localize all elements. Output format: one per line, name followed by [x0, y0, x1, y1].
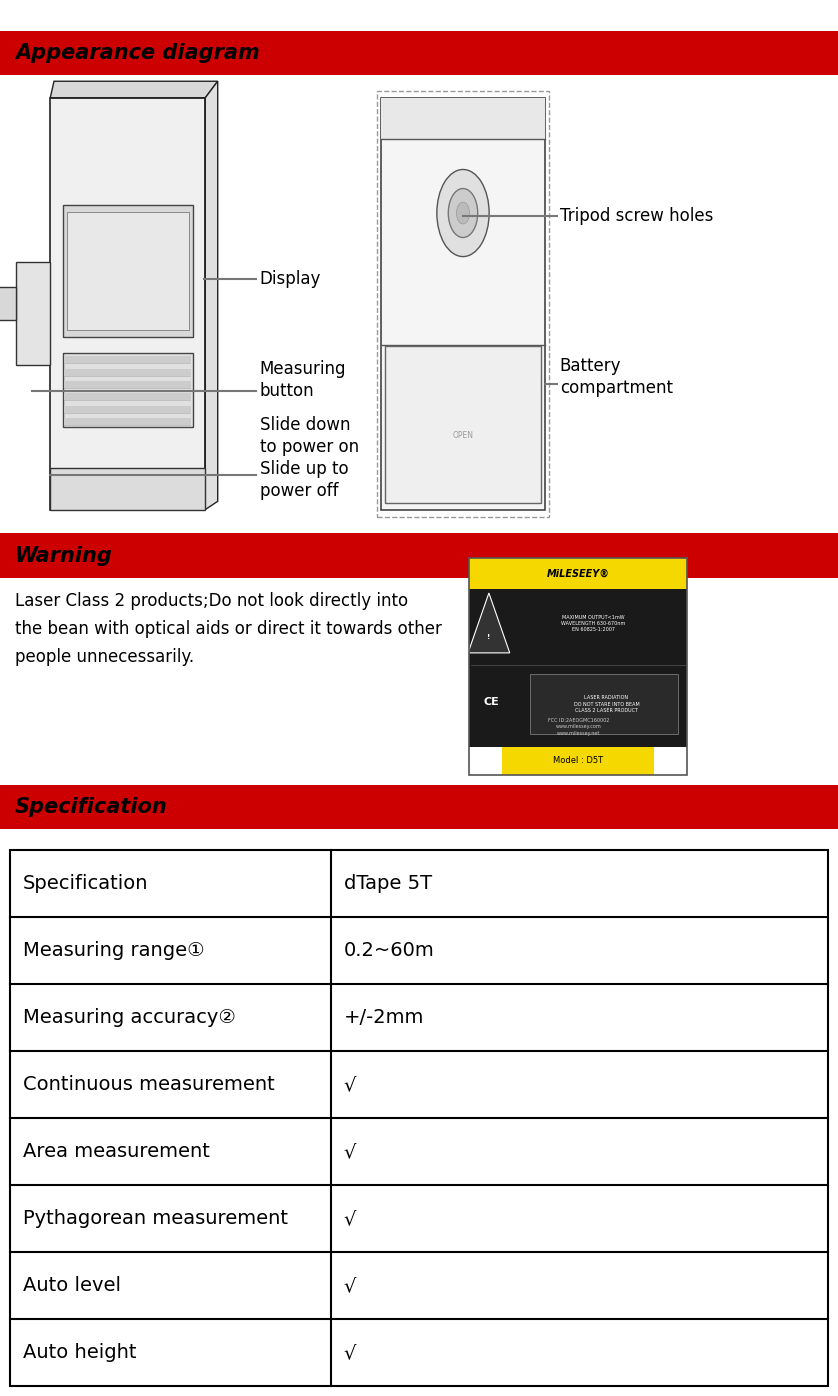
Bar	[65, 356, 191, 363]
Text: Slide down
to power on
Slide up to
power off: Slide down to power on Slide up to power…	[260, 416, 359, 500]
FancyBboxPatch shape	[502, 747, 654, 775]
Text: Measuring
button: Measuring button	[260, 360, 346, 399]
Bar	[469, 558, 687, 775]
Bar	[50, 469, 205, 510]
Text: Battery
compartment: Battery compartment	[560, 357, 673, 396]
Text: Area measurement: Area measurement	[23, 1142, 210, 1161]
Text: +/-2mm: +/-2mm	[344, 1008, 424, 1027]
Bar	[0, 288, 16, 320]
Bar	[381, 98, 545, 510]
Bar	[0, 785, 838, 829]
Text: dTape 5T: dTape 5T	[344, 874, 432, 893]
Bar	[377, 91, 549, 517]
Bar	[65, 369, 191, 376]
Text: OPEN: OPEN	[453, 431, 473, 440]
Text: Specification: Specification	[15, 797, 168, 817]
Bar	[65, 419, 191, 426]
Text: Auto level: Auto level	[23, 1276, 121, 1295]
Bar	[65, 406, 191, 413]
Text: Auto height: Auto height	[23, 1343, 136, 1362]
Text: 0.2~60m: 0.2~60m	[344, 941, 434, 960]
Text: Tripod screw holes: Tripod screw holes	[560, 208, 713, 225]
Text: !: !	[487, 634, 490, 639]
Text: CE: CE	[484, 698, 499, 708]
Circle shape	[437, 169, 489, 257]
Circle shape	[457, 202, 469, 223]
Text: MAXIMUM OUTPUT<1mW
WAVELENGTH 630-670nm
EN 60825-1:2007: MAXIMUM OUTPUT<1mW WAVELENGTH 630-670nm …	[561, 614, 626, 632]
Bar	[0, 31, 838, 75]
Bar	[381, 98, 545, 140]
Text: √: √	[344, 1276, 356, 1295]
Bar	[50, 98, 205, 510]
Text: Warning: Warning	[15, 546, 113, 565]
Text: LASER RADIATION
DO NOT STARE INTO BEAM
CLASS 2 LASER PRODUCT: LASER RADIATION DO NOT STARE INTO BEAM C…	[574, 695, 639, 713]
Text: MiLESEEY®: MiLESEEY®	[546, 568, 610, 578]
Text: Measuring accuracy②: Measuring accuracy②	[23, 1008, 235, 1027]
Text: Measuring range①: Measuring range①	[23, 941, 204, 960]
Bar	[65, 381, 191, 388]
Bar	[65, 394, 191, 401]
Polygon shape	[468, 593, 510, 653]
Bar	[385, 346, 541, 503]
FancyBboxPatch shape	[530, 674, 679, 734]
Text: Specification: Specification	[23, 874, 148, 893]
Bar	[0, 533, 838, 578]
Bar	[16, 262, 50, 366]
Text: FCC ID:2AEOGMC160002
www.milessey.com
www.milessey.net: FCC ID:2AEOGMC160002 www.milessey.com ww…	[547, 718, 609, 736]
Text: Continuous measurement: Continuous measurement	[23, 1075, 274, 1094]
Text: Pythagorean measurement: Pythagorean measurement	[23, 1209, 287, 1228]
Text: √: √	[344, 1209, 356, 1228]
Text: Display: Display	[260, 271, 321, 288]
Text: √: √	[344, 1075, 356, 1094]
Bar	[10, 850, 828, 1386]
Bar	[469, 589, 687, 747]
Polygon shape	[205, 81, 218, 510]
Text: Model : D5T: Model : D5T	[553, 757, 603, 765]
Polygon shape	[50, 81, 218, 98]
Circle shape	[448, 188, 478, 237]
Bar	[63, 353, 193, 427]
Bar	[63, 205, 193, 336]
Text: √: √	[344, 1343, 356, 1362]
FancyBboxPatch shape	[469, 558, 687, 589]
Text: Laser Class 2 products;Do not look directly into
the bean with optical aids or d: Laser Class 2 products;Do not look direc…	[15, 592, 442, 666]
Text: √: √	[344, 1142, 356, 1161]
Bar	[67, 212, 189, 329]
Text: Appearance diagram: Appearance diagram	[15, 43, 260, 63]
